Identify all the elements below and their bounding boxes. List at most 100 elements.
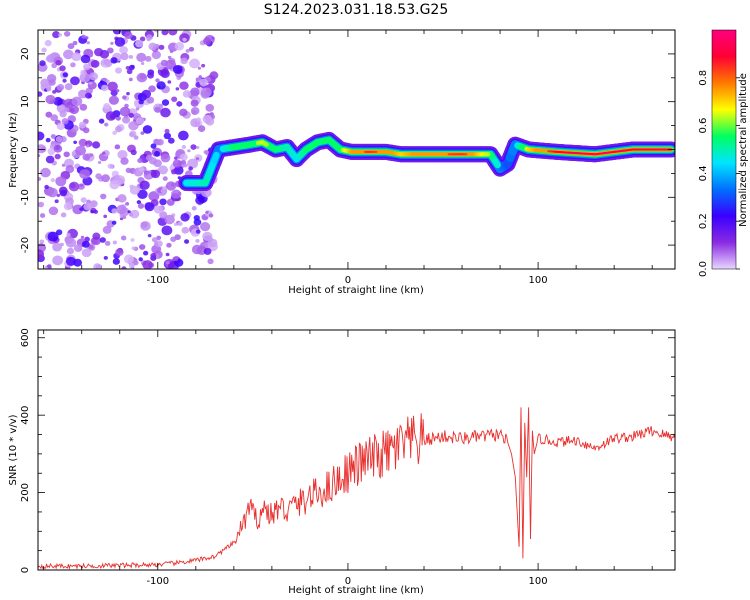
noise-blob [39, 239, 45, 244]
noise-blob [85, 144, 90, 148]
y-tick-label: 400 [20, 406, 31, 425]
noise-blob [79, 103, 88, 111]
noise-blob [144, 202, 155, 212]
noise-blob [55, 136, 63, 143]
noise-blob [160, 189, 165, 193]
noise-blob [139, 180, 150, 190]
noise-blob [196, 146, 200, 150]
noise-blob [98, 118, 105, 124]
noise-blob [122, 116, 131, 124]
noise-blob [93, 209, 99, 214]
noise-blob [111, 208, 118, 214]
noise-blob [147, 173, 153, 179]
noise-blob [142, 260, 153, 269]
noise-blob [122, 215, 127, 220]
noise-blob [92, 232, 101, 240]
noise-blob [203, 150, 208, 155]
noise-blob [53, 144, 63, 153]
noise-blob [70, 76, 80, 86]
colorbar-label: Normalized spectral amplitude [738, 73, 749, 227]
noise-blob [182, 90, 192, 98]
spectrogram-track [178, 131, 675, 191]
noise-blob [166, 242, 172, 248]
noise-blob [59, 110, 67, 118]
noise-blob [64, 30, 71, 37]
noise-blob [150, 143, 157, 149]
noise-blob [158, 103, 164, 108]
colorbar-ticks: 0.0 0.2 0.4 0.6 0.8 [698, 70, 740, 277]
x-tick-label: 0 [345, 576, 351, 587]
noise-blob [100, 80, 104, 84]
noise-blob [60, 242, 64, 247]
noise-blob [102, 225, 112, 234]
snr-x-axis-label: Height of straight line (km) [288, 585, 424, 596]
colorbar-tick-label: 0.8 [698, 70, 709, 86]
noise-blob [112, 30, 122, 35]
noise-blob [150, 169, 161, 179]
noise-blob [115, 248, 124, 257]
noise-blob [143, 250, 149, 256]
noise-blob [100, 193, 107, 200]
x-tick-label: 0 [345, 275, 351, 286]
y-tick-label: 0 [20, 146, 31, 152]
noise-blob [167, 80, 172, 84]
noise-blob [128, 77, 133, 82]
noise-blob [139, 36, 146, 42]
noise-blob [146, 96, 155, 104]
noise-blob [104, 122, 109, 127]
noise-blob [180, 159, 187, 165]
noise-blob [188, 46, 195, 52]
snr-panel: -100 0 100 0 200 400 600 Height of straight l… [8, 328, 676, 596]
noise-blob [110, 165, 115, 169]
noise-blob [125, 202, 130, 206]
noise-blob [89, 153, 94, 157]
noise-blob [171, 96, 178, 102]
noise-blob [135, 107, 140, 111]
noise-blob [136, 72, 148, 83]
noise-blob [126, 68, 133, 75]
noise-blob [103, 214, 108, 219]
noise-blob [115, 125, 123, 133]
noise-blob [63, 98, 74, 108]
noise-blob [135, 117, 145, 125]
noise-blob [65, 165, 75, 174]
x-tick-label: -100 [146, 576, 169, 587]
noise-blob [137, 158, 143, 164]
noise-blob [46, 86, 52, 92]
noise-blob [128, 112, 134, 118]
noise-blob [59, 65, 66, 72]
noise-blob [43, 78, 48, 82]
noise-blob [120, 235, 127, 241]
noise-blob [129, 185, 140, 195]
noise-blob [73, 140, 77, 144]
noise-blob [117, 149, 128, 160]
noise-blob [146, 37, 151, 42]
noise-blob [169, 50, 174, 54]
noise-blob [198, 75, 202, 79]
noise-blob [136, 52, 147, 62]
noise-blob [199, 78, 208, 87]
noise-blob [137, 203, 145, 209]
noise-blob [147, 233, 152, 238]
noise-blob [177, 130, 189, 141]
noise-blob [193, 218, 202, 226]
noise-blob [56, 83, 65, 91]
noise-blob [159, 211, 168, 219]
noise-blob [81, 34, 86, 39]
noise-blob [93, 263, 102, 269]
noise-blob [80, 197, 87, 203]
noise-blob [207, 258, 214, 265]
noise-blob [39, 60, 46, 67]
noise-blob [209, 71, 219, 80]
noise-blob [171, 169, 177, 175]
noise-blob [175, 87, 180, 91]
noise-blob [45, 155, 55, 164]
spectrogram-y-axis-label: Frequency (Hz) [8, 112, 19, 188]
noise-blob [174, 156, 178, 160]
noise-blob [195, 238, 200, 243]
y-tick-label: 20 [20, 48, 31, 61]
noise-blob [60, 212, 67, 218]
noise-blob [195, 157, 200, 161]
noise-blob [66, 232, 71, 237]
noise-blob [139, 166, 145, 172]
